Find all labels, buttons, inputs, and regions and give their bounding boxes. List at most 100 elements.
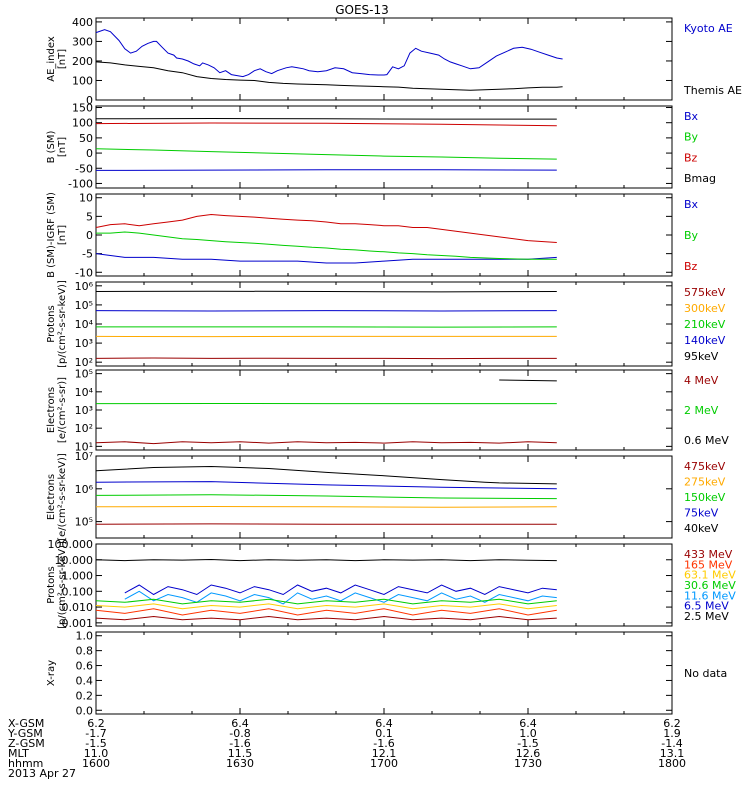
- footer-value: 1630: [226, 757, 254, 770]
- y-axis-unit: [nT]: [57, 137, 68, 157]
- y-tick-label: 0: [86, 147, 93, 160]
- series-line-protons1-575keV: [95, 357, 557, 360]
- y-tick-label: 200: [72, 55, 93, 68]
- series-line-bsm-Bmag: [95, 117, 557, 120]
- series-line-bigrf-By: [96, 231, 557, 260]
- legend-entry: Themis AE: [683, 84, 742, 97]
- legend-entry: 75keV: [684, 507, 719, 520]
- footer-value: 13.1: [660, 747, 685, 760]
- footer-value: 11.5: [228, 747, 253, 760]
- series-line-protons2-6.5-MeV: [124, 584, 557, 596]
- y-tick-label: 10⁶: [75, 280, 94, 293]
- panel-frame: [95, 281, 673, 367]
- footer-value: 1.9: [663, 727, 681, 740]
- y-tick-label: 10⁶: [75, 483, 94, 496]
- legend-entry: Kyoto AE: [684, 22, 733, 35]
- footer-value: -1.4: [661, 737, 682, 750]
- y-axis-label: B (SM): [46, 130, 57, 163]
- legend-entry: 2 MeV: [684, 404, 719, 417]
- footer-value: 6.2: [663, 717, 681, 730]
- y-tick-label: 0.100: [62, 585, 94, 598]
- panel-electrons1: 10⁵ 10⁴ 10³ 10² 10¹ Electrons [e/(cm²-s-sr)] 4 …: [46, 368, 729, 454]
- footer-value: 6.4: [231, 717, 249, 730]
- y-tick-label: -50: [75, 162, 93, 175]
- legend-entry: 140keV: [684, 334, 726, 347]
- series-line-electrons2-275keV: [95, 505, 557, 508]
- footer-value: 0.1: [375, 727, 393, 740]
- y-axis-label: Electrons: [46, 474, 57, 520]
- legend-entry: 30.6 MeV: [684, 579, 736, 592]
- panel-bsm: 150 100 50 0 -50 -100 B (SM) [nT] Bx By Bz Bmag: [46, 102, 716, 191]
- plot-title: GOES-13: [335, 3, 389, 17]
- footer-label: Z-GSM: [8, 737, 45, 750]
- y-tick-label: 100.000: [48, 538, 94, 551]
- legend-entry: 165 MeV: [684, 558, 733, 571]
- series-line-bigrf-Bx: [95, 253, 557, 264]
- y-tick-label: -10: [75, 266, 93, 279]
- legend-entry: 11.6 MeV: [684, 589, 736, 602]
- legend-entry: 40keV: [684, 522, 719, 535]
- series-line-electrons2-150keV: [95, 494, 557, 500]
- y-tick-label: -5: [82, 248, 93, 261]
- y-tick-label: 10⁴: [75, 386, 94, 399]
- series-line-protons2-30.6-MeV: [95, 598, 557, 605]
- y-tick-label: 0.010: [62, 601, 94, 614]
- y-tick-label: 10²: [75, 422, 93, 435]
- panel-frame: [95, 369, 673, 451]
- y-tick-label: 10⁵: [75, 368, 93, 381]
- panel-ae: 400 300 200 100 0 AE_index [nT] Kyoto AE Themis …: [46, 16, 742, 107]
- y-tick-label: 300: [72, 35, 93, 48]
- y-tick-label: 10³: [75, 337, 93, 350]
- y-tick-label: 0.0: [76, 704, 94, 717]
- series-line-electrons2-40keV: [95, 465, 557, 485]
- legend-entry: 95keV: [684, 350, 719, 363]
- legend-entry: 2.5 MeV: [684, 610, 729, 623]
- panel-frame: [95, 193, 673, 277]
- y-axis-unit: [nT]: [57, 49, 68, 69]
- y-tick-label: 0.4: [76, 674, 94, 687]
- footer-value: -1.6: [229, 737, 250, 750]
- panel-frame: [95, 543, 673, 627]
- y-tick-label: 10⁴: [75, 318, 94, 331]
- y-tick-label: 50: [79, 132, 93, 145]
- y-axis-unit: [nT]: [57, 225, 68, 245]
- legend-entry: 210keV: [684, 318, 726, 331]
- panel-protons1: 10⁶ 10⁵ 10⁴ 10³ 10² Protons [p/(cm²-s-sr-keV)]…: [46, 280, 726, 369]
- series-line-electrons1-0.6-MeV: [499, 379, 557, 382]
- y-tick-label: 0.8: [76, 645, 94, 658]
- footer-value: -1.7: [85, 727, 106, 740]
- footer-value: 1730: [514, 757, 542, 770]
- footer-label: Y-GSM: [7, 727, 43, 740]
- footer-value: 6.4: [519, 717, 537, 730]
- y-tick-label: 10⁵: [75, 516, 93, 529]
- series-line-protons2-2.5-MeV: [95, 558, 557, 562]
- footer-value: 12.6: [516, 747, 541, 760]
- series-line-bigrf-Bz: [95, 213, 557, 243]
- legend-entry: 63.1 MeV: [684, 569, 736, 582]
- footer-value: 1700: [370, 757, 398, 770]
- series-line-bsm-Bx: [95, 169, 557, 171]
- footer-value: -1.5: [517, 737, 538, 750]
- series-line-protons2-63.1-MeV: [95, 603, 557, 610]
- footer-value: 11.0: [84, 747, 109, 760]
- y-tick-label: 1.0: [76, 630, 94, 643]
- footer-value: 12.1: [372, 747, 397, 760]
- series-line-ae-Kyoto-AE: [95, 29, 563, 78]
- y-axis-unit: [e/(cm²-s-sr)]: [57, 377, 68, 443]
- footer-value: -1.5: [85, 737, 106, 750]
- legend-entry: By: [684, 229, 699, 242]
- y-tick-label: 100: [72, 74, 93, 87]
- y-tick-label: 1.000: [62, 570, 94, 583]
- series-line-protons2-433-MeV: [95, 615, 557, 621]
- y-axis-unit: [e/(cm²-s-sr-keV)]: [57, 453, 68, 541]
- y-axis-label: Protons: [46, 305, 57, 342]
- legend-entry: Bmag: [684, 172, 716, 185]
- y-tick-label: 0.6: [76, 660, 94, 673]
- series-line-electrons2-75keV: [95, 481, 557, 490]
- y-tick-label: 10³: [75, 404, 93, 417]
- y-axis-label: Protons: [46, 566, 57, 603]
- panel-protons2: 100.000 10.000 1.000 0.100 0.010 0.001 Protons…: [46, 538, 736, 630]
- legend-entry: 275keV: [684, 476, 726, 489]
- footer-value: 1.0: [519, 727, 537, 740]
